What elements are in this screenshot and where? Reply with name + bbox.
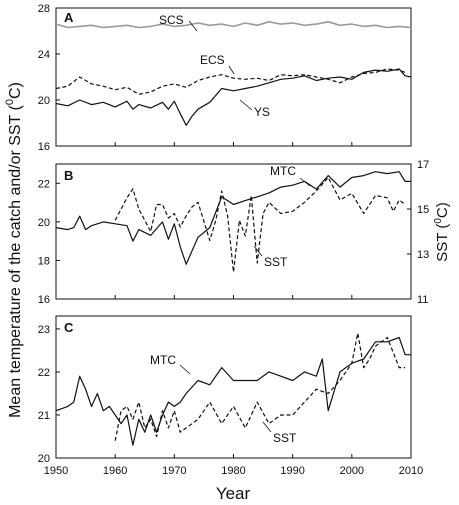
label-scs: SCS	[159, 13, 184, 27]
y-tick-label: 24	[38, 49, 50, 61]
y-tick-label: 18	[38, 255, 50, 267]
label-sst-c-leader	[262, 421, 272, 433]
y-tick-label: 20	[38, 95, 50, 107]
x-axis-ticks: 1950 1960 1970 1980 1990 2000 2010	[44, 465, 423, 477]
panel-b-letter: B	[64, 168, 73, 183]
label-mtc-b-leader	[299, 177, 311, 187]
series-line-sst	[114, 176, 406, 273]
series-line-ecs	[55, 68, 406, 95]
label-mtc-c: MTC	[150, 353, 176, 367]
label-mtc-c-leader	[179, 364, 191, 375]
panel-a: A 16 20 24 28 SCS ECS YS	[38, 3, 412, 153]
x-tick-label: 1990	[280, 465, 304, 477]
label-ys-leader	[239, 99, 253, 111]
panel-b-y2-ticks: 11 13 15 17	[407, 159, 429, 306]
label-ecs: ECS	[200, 53, 225, 67]
label-mtc-b: MTC	[270, 164, 296, 178]
y-tick-label: 16	[38, 294, 50, 306]
series-line-mtc	[55, 171, 411, 265]
panel-a-series	[55, 20, 412, 146]
x-tick-label: 1970	[162, 465, 186, 477]
panel-b-series	[55, 171, 412, 299]
x-tick-label: 2010	[399, 465, 423, 477]
panel-b-y-ticks: 16 18 20 22	[38, 178, 60, 306]
x-tick-label: 1950	[44, 465, 68, 477]
y-tick-label: 16	[38, 141, 50, 153]
panel-b-frame	[55, 163, 412, 300]
x-tick-label: 2000	[340, 465, 364, 477]
panel-a-letter: A	[64, 10, 74, 25]
panel-c-frame	[55, 315, 412, 459]
panel-a-frame	[55, 7, 412, 147]
label-sst-b-leader	[253, 245, 263, 257]
y2-tick-label: 15	[417, 204, 429, 216]
panel-c: C 20 21 22 23 MTC SST	[38, 315, 412, 465]
y-axis-label: Mean temperature of the catch and/or SST…	[4, 82, 24, 418]
y-tick-label: 20	[38, 217, 50, 229]
panel-b-y2-label: SST (0C)	[433, 202, 451, 261]
y2-tick-label: 13	[417, 249, 429, 261]
y-tick-label: 22	[38, 367, 50, 379]
series-line-sst	[114, 332, 406, 441]
panel-c-y-ticks: 20 21 22 23	[38, 324, 60, 465]
series-line-mtc	[55, 336, 411, 446]
panel-c-letter: C	[64, 320, 74, 335]
series-line-ys	[55, 68, 412, 126]
y2-tick-label: 11	[417, 294, 428, 306]
panel-a-y-ticks: 16 20 24 28	[38, 3, 60, 153]
panel-c-series	[55, 332, 412, 458]
label-ys: YS	[254, 105, 270, 119]
label-ecs-leader	[228, 65, 235, 75]
x-tick-label: 1960	[103, 465, 127, 477]
y2-tick-label: 17	[417, 159, 429, 171]
panel-b: B 16 18 20 22 11 13 15 17 MTC SST SST (0C)	[38, 159, 451, 306]
y-tick-label: 21	[38, 410, 50, 422]
series-line-scs	[55, 20, 412, 29]
label-scs-leader	[188, 20, 198, 32]
y-tick-label: 28	[38, 3, 50, 15]
x-tick-label: 1980	[221, 465, 245, 477]
x-axis-label: Year	[216, 484, 251, 503]
label-sst-b: SST	[264, 255, 288, 269]
y-tick-label: 23	[38, 324, 50, 336]
label-sst-c: SST	[273, 431, 297, 445]
y-tick-label: 20	[38, 453, 50, 465]
y-tick-label: 22	[38, 178, 50, 190]
